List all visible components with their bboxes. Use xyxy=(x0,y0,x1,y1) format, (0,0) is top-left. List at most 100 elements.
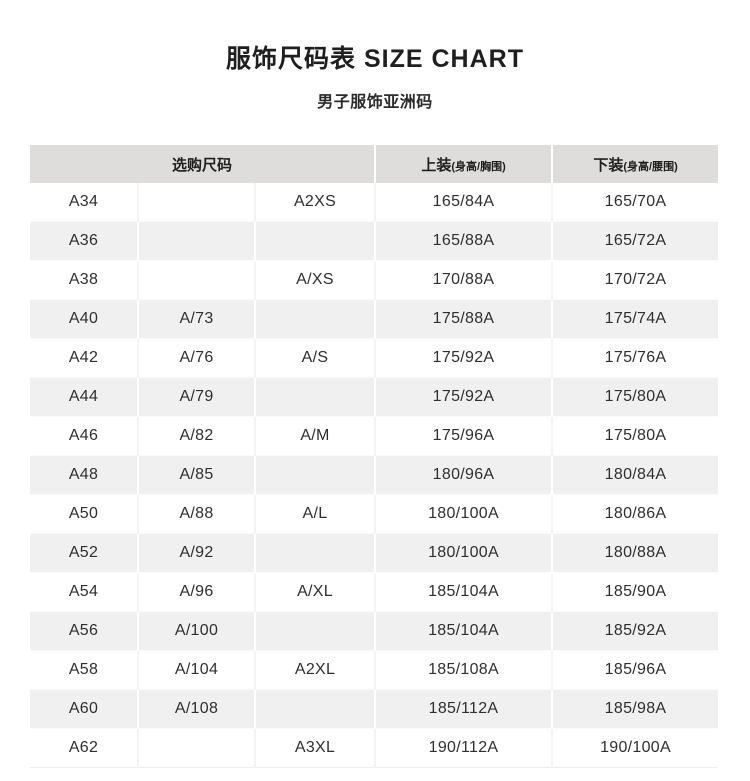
table-header: 选购尺码 上装(身高/胸围) 下装(身高/腰围) xyxy=(30,145,719,183)
cell-size-b xyxy=(137,221,255,261)
cell-size-c xyxy=(253,299,376,339)
table-row: A54 A/96 A/XL 185/104A 185/90A xyxy=(30,572,719,612)
cell-size-a: A54 xyxy=(30,572,138,612)
cell-bottom: 165/72A xyxy=(551,221,719,261)
column-header-top-note: (身高/胸围) xyxy=(451,160,506,173)
table-row: A58 A/104 A2XL 185/108A 185/96A xyxy=(30,650,719,690)
column-header-bottom-note: (身高/腰围) xyxy=(623,160,678,173)
cell-top: 180/100A xyxy=(374,494,553,534)
cell-size-b xyxy=(137,183,255,222)
cell-bottom: 175/74A xyxy=(551,299,719,339)
cell-top: 175/96A xyxy=(374,416,553,456)
cell-size-b: A/100 xyxy=(137,611,255,651)
table-row: A34 A2XS 165/84A 165/70A xyxy=(30,183,719,222)
cell-bottom: 190/100A xyxy=(551,728,719,768)
cell-size-a: A60 xyxy=(30,689,138,729)
cell-size-a: A52 xyxy=(30,533,138,573)
cell-bottom: 165/70A xyxy=(551,183,719,222)
page-title: 服饰尺码表 SIZE CHART xyxy=(226,45,524,73)
cell-size-a: A48 xyxy=(30,455,138,495)
cell-size-c: A/M xyxy=(253,416,376,456)
cell-size-c: A3XL xyxy=(253,728,376,768)
table-row: A42 A/76 A/S 175/92A 175/76A xyxy=(30,338,719,378)
table-row: A60 A/108 185/112A 185/98A xyxy=(30,689,719,729)
cell-bottom: 185/98A xyxy=(551,689,719,729)
title-block: 服饰尺码表 SIZE CHART 男子服饰亚洲码 xyxy=(0,0,750,114)
table-row: A52 A/92 180/100A 180/88A xyxy=(30,533,719,573)
cell-bottom: 170/72A xyxy=(551,260,719,300)
cell-bottom: 180/84A xyxy=(551,455,719,495)
cell-size-c: A/S xyxy=(253,338,376,378)
cell-size-b: A/92 xyxy=(137,533,255,573)
cell-top: 180/100A xyxy=(374,533,553,573)
cell-size-b xyxy=(137,260,255,300)
cell-size-a: A38 xyxy=(30,260,138,300)
table-row: A36 165/88A 165/72A xyxy=(30,221,719,261)
cell-bottom: 175/80A xyxy=(551,416,719,456)
table-body: A34 A2XS 165/84A 165/70A A36 165/88A 165… xyxy=(30,183,719,768)
cell-top: 170/88A xyxy=(374,260,553,300)
table-row: A50 A/88 A/L 180/100A 180/86A xyxy=(30,494,719,534)
column-header-top: 上装(身高/胸围) xyxy=(374,145,553,183)
table-header-row: 选购尺码 上装(身高/胸围) 下装(身高/腰围) xyxy=(30,145,719,183)
cell-size-c: A/L xyxy=(253,494,376,534)
cell-top: 185/104A xyxy=(374,611,553,651)
cell-size-c xyxy=(253,611,376,651)
cell-top: 175/92A xyxy=(374,377,553,417)
cell-size-a: A50 xyxy=(30,494,138,534)
cell-bottom: 185/96A xyxy=(551,650,719,690)
cell-size-b: A/104 xyxy=(137,650,255,690)
column-header-selection-size-label: 选购尺码 xyxy=(172,156,233,174)
cell-size-b xyxy=(137,728,255,768)
cell-size-c xyxy=(253,689,376,729)
size-chart-table-wrapper: 选购尺码 上装(身高/胸围) 下装(身高/腰围) A34 A2XS 165/84… xyxy=(30,145,719,768)
table-row: A46 A/82 A/M 175/96A 175/80A xyxy=(30,416,719,456)
cell-size-b: A/108 xyxy=(137,689,255,729)
cell-bottom: 180/88A xyxy=(551,533,719,573)
table-row: A48 A/85 180/96A 180/84A xyxy=(30,455,719,495)
cell-size-c: A/XL xyxy=(253,572,376,612)
cell-bottom: 185/90A xyxy=(551,572,719,612)
column-header-bottom-label: 下装 xyxy=(593,156,624,174)
cell-top: 185/108A xyxy=(374,650,553,690)
cell-size-b: A/85 xyxy=(137,455,255,495)
column-header-top-label: 上装 xyxy=(421,156,452,174)
cell-size-a: A42 xyxy=(30,338,138,378)
cell-size-b: A/73 xyxy=(137,299,255,339)
cell-top: 185/112A xyxy=(374,689,553,729)
cell-top: 185/104A xyxy=(374,572,553,612)
cell-size-a: A62 xyxy=(30,728,138,768)
size-chart-table: 选购尺码 上装(身高/胸围) 下装(身高/腰围) A34 A2XS 165/84… xyxy=(30,145,719,768)
cell-bottom: 175/80A xyxy=(551,377,719,417)
cell-top: 180/96A xyxy=(374,455,553,495)
cell-top: 175/88A xyxy=(374,299,553,339)
cell-size-b: A/82 xyxy=(137,416,255,456)
cell-top: 165/84A xyxy=(374,183,553,222)
cell-size-c xyxy=(253,377,376,417)
cell-top: 190/112A xyxy=(374,728,553,768)
table-row: A56 A/100 185/104A 185/92A xyxy=(30,611,719,651)
cell-size-c xyxy=(253,533,376,573)
page-subtitle: 男子服饰亚洲码 xyxy=(317,94,433,112)
cell-size-b: A/96 xyxy=(137,572,255,612)
cell-bottom: 175/76A xyxy=(551,338,719,378)
column-header-bottom: 下装(身高/腰围) xyxy=(551,145,719,183)
cell-size-a: A58 xyxy=(30,650,138,690)
cell-size-a: A46 xyxy=(30,416,138,456)
table-row: A44 A/79 175/92A 175/80A xyxy=(30,377,719,417)
cell-size-a: A40 xyxy=(30,299,138,339)
cell-size-c xyxy=(253,455,376,495)
table-row: A40 A/73 175/88A 175/74A xyxy=(30,299,719,339)
cell-bottom: 180/86A xyxy=(551,494,719,534)
cell-size-a: A34 xyxy=(30,183,138,222)
cell-size-b: A/79 xyxy=(137,377,255,417)
cell-size-b: A/76 xyxy=(137,338,255,378)
cell-size-c: A2XS xyxy=(253,183,376,222)
cell-top: 175/92A xyxy=(374,338,553,378)
cell-bottom: 185/92A xyxy=(551,611,719,651)
cell-size-c xyxy=(253,221,376,261)
cell-size-a: A44 xyxy=(30,377,138,417)
cell-size-a: A56 xyxy=(30,611,138,651)
cell-size-c: A/XS xyxy=(253,260,376,300)
